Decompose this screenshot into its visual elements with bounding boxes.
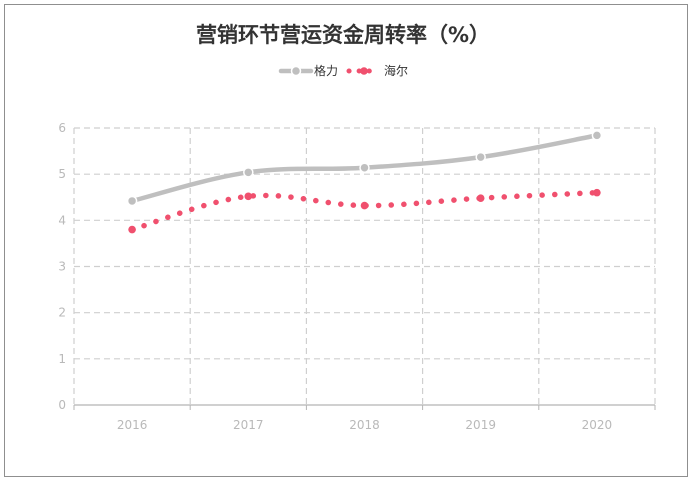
data-point[interactable] <box>591 130 603 141</box>
data-point[interactable] <box>128 225 136 234</box>
data-point[interactable] <box>593 188 601 197</box>
legend-marker <box>290 65 302 77</box>
data-point[interactable] <box>476 194 485 202</box>
y-tick-label: 5 <box>58 167 66 181</box>
chart: 营销环节营运资金周转率（%） 格力 海尔 0 1 2 3 4 5 6 2016 2017 2018 2… <box>58 23 656 432</box>
legend: 格力 海尔 <box>278 63 408 78</box>
series-gree <box>126 130 603 207</box>
series-line <box>129 189 600 233</box>
x-tick-label: 2019 <box>465 418 496 432</box>
legend-label: 海尔 <box>384 63 408 78</box>
y-tick-label: 1 <box>58 352 66 366</box>
data-point[interactable] <box>243 167 254 178</box>
x-tick-label: 2016 <box>117 418 148 432</box>
chart-frame: 营销环节营运资金周转率（%） 格力 海尔 0 1 2 3 4 5 6 2016 2017 2018 2… <box>4 4 688 477</box>
series-haier <box>128 188 601 234</box>
series-layer <box>126 130 603 234</box>
legend-marker <box>360 67 368 75</box>
chart-title: 营销环节营运资金周转率（%） <box>196 23 490 47</box>
y-tick-label: 0 <box>58 398 66 412</box>
x-tick-label: 2017 <box>233 418 264 432</box>
data-point[interactable] <box>360 201 369 210</box>
data-point[interactable] <box>126 195 138 207</box>
x-tick-label: 2020 <box>582 418 613 432</box>
legend-label: 格力 <box>314 63 338 78</box>
axes: 0 1 2 3 4 5 6 2016 2017 2018 2019 2020 <box>58 121 656 432</box>
legend-item-haier[interactable]: 海尔 <box>346 63 408 78</box>
y-tick-label: 2 <box>58 306 66 320</box>
y-tick-label: 3 <box>58 260 66 274</box>
data-point[interactable] <box>244 192 253 201</box>
y-tick-label: 4 <box>58 213 66 227</box>
grid <box>73 127 656 405</box>
legend-item-gree[interactable]: 格力 <box>278 63 338 78</box>
data-point[interactable] <box>359 162 370 173</box>
y-tick-label: 6 <box>58 121 66 135</box>
data-point[interactable] <box>475 151 486 163</box>
x-tick-label: 2018 <box>349 418 380 432</box>
